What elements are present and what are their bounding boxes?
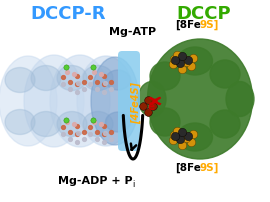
Ellipse shape <box>31 66 61 91</box>
Ellipse shape <box>106 71 130 90</box>
Ellipse shape <box>57 66 87 91</box>
Ellipse shape <box>5 68 35 93</box>
Text: [8Fe: [8Fe <box>175 20 201 30</box>
Ellipse shape <box>177 123 212 151</box>
Ellipse shape <box>5 110 35 135</box>
Ellipse shape <box>83 112 113 137</box>
Ellipse shape <box>150 108 180 136</box>
FancyBboxPatch shape <box>118 52 140 151</box>
Ellipse shape <box>24 56 84 147</box>
Text: Mg-ADP + P: Mg-ADP + P <box>58 175 132 185</box>
Ellipse shape <box>91 58 139 145</box>
Text: [8Fe: [8Fe <box>175 162 201 172</box>
Text: DCCP-R: DCCP-R <box>30 5 106 23</box>
Text: 9S]: 9S] <box>199 20 218 30</box>
Ellipse shape <box>31 112 61 137</box>
Text: 9S]: 9S] <box>199 162 218 172</box>
Text: Mg-ATP: Mg-ATP <box>109 27 157 37</box>
Ellipse shape <box>77 57 135 146</box>
Text: DCCP: DCCP <box>177 5 231 23</box>
Text: e$^-$: e$^-$ <box>147 102 163 113</box>
Ellipse shape <box>0 57 57 146</box>
Text: [4Fe4S]: [4Fe4S] <box>131 82 141 123</box>
Ellipse shape <box>83 66 113 91</box>
Ellipse shape <box>147 40 252 159</box>
Ellipse shape <box>210 110 240 138</box>
Ellipse shape <box>138 82 166 117</box>
Text: i: i <box>132 179 134 188</box>
Ellipse shape <box>177 48 212 76</box>
Ellipse shape <box>106 113 130 132</box>
Ellipse shape <box>57 112 87 137</box>
Ellipse shape <box>150 63 180 90</box>
Ellipse shape <box>50 56 110 147</box>
Ellipse shape <box>226 82 254 117</box>
Ellipse shape <box>210 61 240 88</box>
